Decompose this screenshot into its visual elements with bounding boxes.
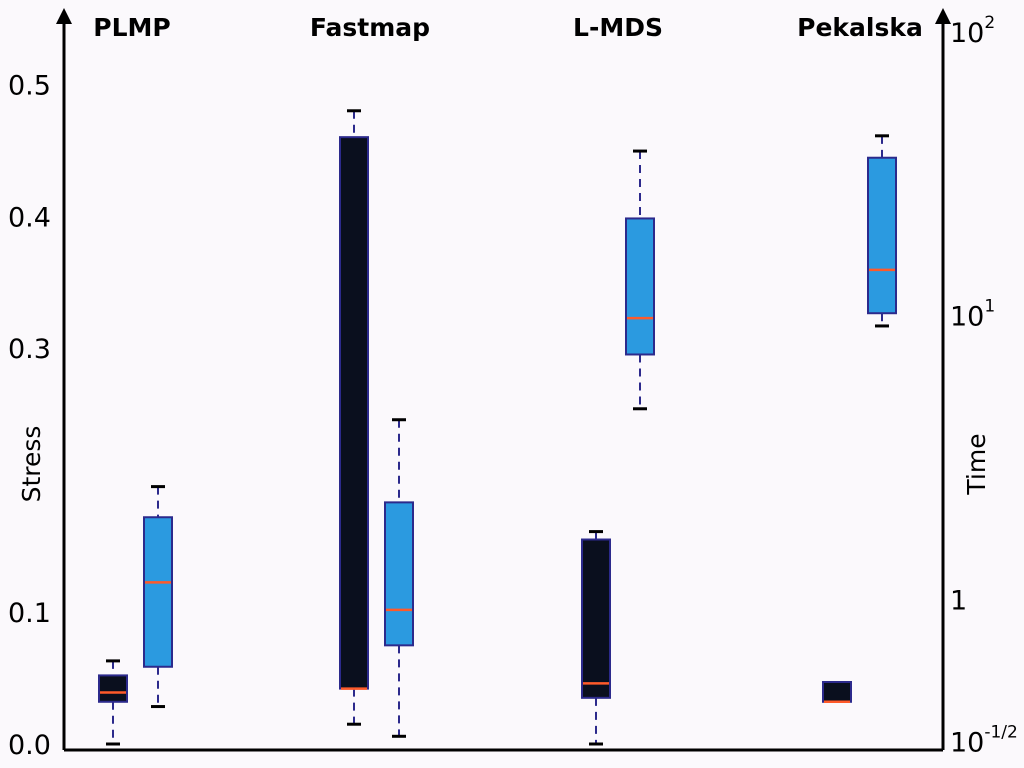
left-tick-label: 0.4 <box>8 202 51 233</box>
time-box-l-mds <box>625 149 655 411</box>
left-tick-label: 0.5 <box>8 70 51 101</box>
left-axis-arrow-icon <box>56 8 72 24</box>
box-iqr <box>143 516 173 668</box>
box-iqr <box>384 501 414 647</box>
right-axis-tick-labels: 10-1/2 1 101 102 <box>950 13 1018 759</box>
box-iqr <box>822 680 852 703</box>
right-axis: 10-1/2 1 101 102 Time <box>935 8 1018 759</box>
left-tick-label: 0.3 <box>8 334 51 365</box>
left-tick-label: 0.1 <box>8 598 51 629</box>
time-box-pekalska <box>867 134 897 328</box>
right-tick-label: 101 <box>950 297 995 333</box>
left-axis-tick-labels: 0.0 0.1 0.3 0.4 0.5 <box>8 70 51 761</box>
right-tick-label: 1 <box>950 586 967 617</box>
left-axis-title: Stress <box>17 426 46 503</box>
category-label: PLMP <box>93 13 170 42</box>
left-tick-label: 0.0 <box>8 730 51 761</box>
right-axis-arrow-icon <box>935 8 951 24</box>
box-iqr <box>581 538 611 699</box>
right-axis-title: Time <box>962 433 991 495</box>
box-marks <box>98 109 897 746</box>
box-iqr <box>867 156 897 315</box>
box-iqr <box>625 217 655 356</box>
stress-box-fastmap <box>339 109 369 726</box>
right-tick-label: 102 <box>950 13 995 49</box>
stress-box-plmp <box>98 659 128 746</box>
box-iqr <box>98 674 128 703</box>
stress-box-pekalska <box>822 680 852 704</box>
time-box-fastmap <box>384 418 414 738</box>
category-label: Fastmap <box>310 13 430 42</box>
category-labels: PLMP Fastmap L-MDS Pekalska <box>93 13 923 42</box>
time-box-plmp <box>143 485 173 709</box>
box-iqr <box>339 136 369 690</box>
left-axis: 0.0 0.1 0.3 0.4 0.5 Stress <box>8 8 72 761</box>
right-tick-label: 10-1/2 <box>950 723 1018 759</box>
category-label: Pekalska <box>797 13 923 42</box>
category-label: L-MDS <box>573 13 663 42</box>
stress-box-l-mds <box>581 530 611 746</box>
